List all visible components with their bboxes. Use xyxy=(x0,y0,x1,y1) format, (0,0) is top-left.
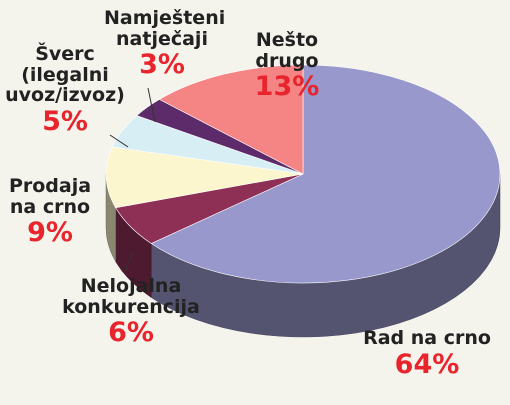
label-nesto-drugo-name: Nešto drugo xyxy=(255,29,319,72)
label-prodaja: Prodaja na crno 9% xyxy=(2,176,98,247)
label-prodaja-line1: Prodaja xyxy=(8,175,92,197)
label-nelojalna-pct: 6% xyxy=(108,317,154,349)
label-nesto-drugo-pct: 13% xyxy=(254,71,320,103)
label-namjesteni-pct: 3% xyxy=(139,49,185,81)
leader-line-sverc xyxy=(109,134,129,148)
pie-tops xyxy=(105,64,501,284)
label-namjesteni: Namješteni natječaji 3% xyxy=(104,7,226,81)
label-nelojalna: Nelojalna konkurencija 6% xyxy=(58,276,204,347)
leader-line-namjesteni xyxy=(147,87,156,123)
label-sverc-line1: Šverc xyxy=(35,43,95,65)
pie-slice-nesto-drugo xyxy=(158,64,304,175)
label-nesto-drugo: Nešto drugo 13% xyxy=(222,30,352,101)
label-nelojalna-line2: konkurencija xyxy=(62,295,200,318)
label-nelojalna-line1: Nelojalna xyxy=(80,275,182,297)
label-namjesteni-line1: Namješteni xyxy=(104,7,226,29)
leader-line-nelojalna xyxy=(124,251,134,273)
label-sverc: Šverc (ilegalni uvoz/izvoz) 5% xyxy=(2,44,128,136)
label-sverc-line3: uvoz/izvoz) xyxy=(5,84,125,107)
label-rad-na-crno: Rad na crno 64% xyxy=(352,328,502,379)
label-sverc-pct: 5% xyxy=(42,105,88,137)
label-sverc-line2: (ilegalni xyxy=(21,63,109,86)
label-prodaja-line2: na crno xyxy=(9,195,91,218)
label-rad-na-crno-name: Rad na crno xyxy=(363,327,491,349)
label-namjesteni-line2: natječaji xyxy=(116,27,208,50)
pie-slice-rad-na-crno xyxy=(150,64,501,284)
leader-lines xyxy=(109,87,156,273)
pie-slice-prodaja-na-crno xyxy=(105,146,304,209)
label-rad-na-crno-pct: 64% xyxy=(394,348,460,380)
label-prodaja-pct: 9% xyxy=(27,217,73,249)
